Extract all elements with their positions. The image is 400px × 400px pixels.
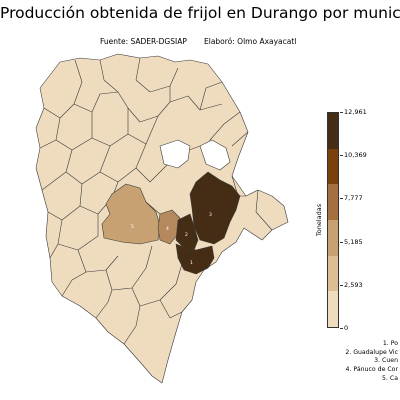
- municipality-1: [175, 243, 215, 275]
- colorbar-segment-3: [328, 219, 338, 256]
- muni-label-5: 5: [131, 224, 134, 230]
- colorbar-segment-5: [328, 148, 338, 185]
- colorbar-tick-label: 12,961: [344, 108, 367, 116]
- legend-entry-3: 3. Cuen: [374, 357, 398, 365]
- municipality-legend: 1. Po 2. Guadalupe Vic 3. Cuen 4. Pánuco de…: [300, 340, 398, 384]
- municipality-4: [157, 209, 181, 245]
- colorbar-axis-label: Toneladas: [315, 203, 323, 237]
- muni-label-3: 3: [209, 212, 212, 218]
- colorbar-tick: [340, 241, 343, 243]
- colorbar-tick: [340, 198, 343, 200]
- colorbar-tick: [340, 155, 343, 157]
- legend-entry-1: 1. Po: [382, 340, 398, 347]
- colorbar-segment-1: [328, 291, 338, 327]
- colorbar-tick-label: 10,369: [344, 151, 367, 160]
- colorbar-segment-6: [328, 112, 338, 149]
- muni-label-4: 4: [166, 226, 169, 232]
- legend-entry-2: 2. Guadalupe Vic: [345, 348, 398, 356]
- colorbar-tick-label: 0: [344, 324, 349, 332]
- no-data-region-b: [199, 139, 231, 171]
- municipality-3: [189, 171, 241, 245]
- legend-entry-5: 5. Ca: [382, 374, 398, 382]
- municipality-2: [175, 213, 199, 251]
- colorbar-tick: [340, 112, 343, 113]
- colorbar-tick: [340, 284, 343, 286]
- map-source: Fuente: SADER-DGSIAP: [100, 37, 187, 46]
- colorbar-tick-label: 5,185: [344, 237, 363, 246]
- map-title: Producción obtenida de frijol en Durango…: [0, 4, 400, 22]
- legend-entry-4: 4. Pánuco de Cor: [345, 366, 398, 374]
- colorbar: [327, 112, 339, 328]
- colorbar-tick-label: 7,777: [344, 194, 363, 203]
- colorbar-tick: [340, 328, 343, 329]
- colorbar-tick-label: 2,593: [344, 280, 363, 289]
- colorbar-segment-2: [328, 255, 338, 292]
- no-data-region-a: [159, 139, 191, 169]
- colorbar-segment-4: [328, 184, 338, 220]
- map-author: Elaboró: Olmo Axayacatl: [204, 37, 297, 46]
- muni-label-2: 2: [185, 232, 188, 238]
- muni-label-1: 1: [190, 260, 193, 266]
- municipality-5: [101, 183, 161, 245]
